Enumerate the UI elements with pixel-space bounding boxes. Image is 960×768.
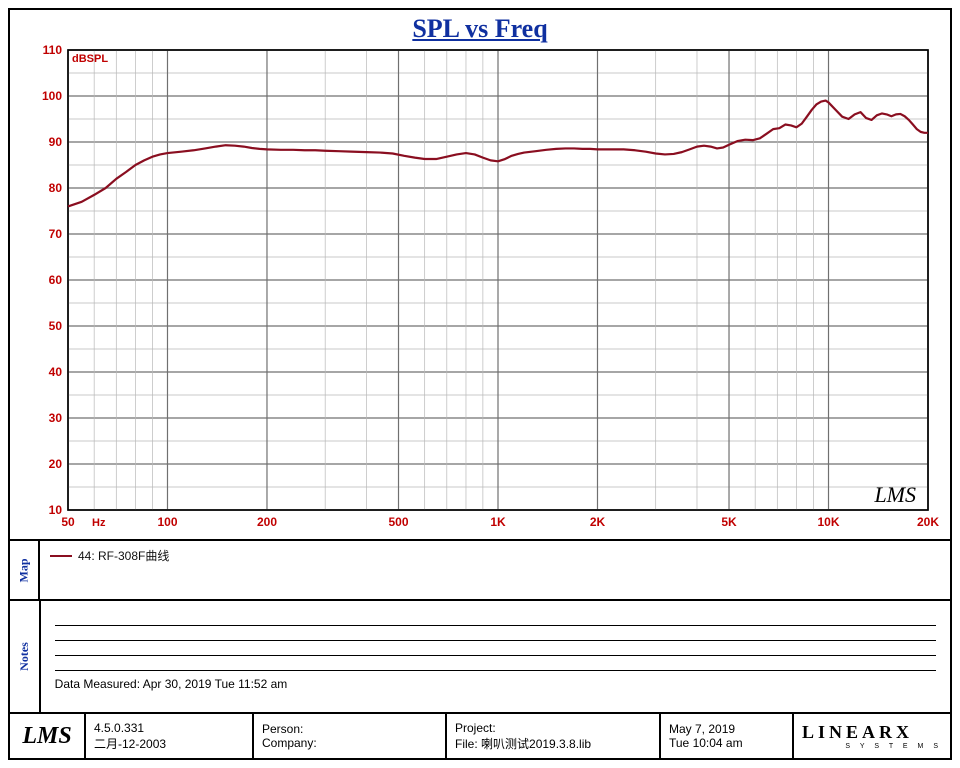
note-line — [55, 611, 936, 626]
notes-tab: Notes — [10, 601, 41, 712]
svg-text:100: 100 — [157, 515, 177, 529]
svg-text:2K: 2K — [590, 515, 606, 529]
svg-text:100: 100 — [42, 89, 62, 103]
notes-body: Data Measured: Apr 30, 2019 Tue 11:52 am — [41, 601, 950, 712]
svg-text:30: 30 — [49, 411, 63, 425]
footer: LMS 4.5.0.331 二月-12-2003 Person: Company… — [10, 712, 950, 758]
svg-text:40: 40 — [49, 365, 63, 379]
measured-label: Data Measured: — [55, 677, 140, 691]
svg-text:50: 50 — [49, 319, 63, 333]
svg-text:80: 80 — [49, 181, 63, 195]
svg-text:5K: 5K — [721, 515, 737, 529]
legend: 44: RF-308F曲线 — [40, 541, 950, 599]
map-tab-label: Map — [17, 558, 32, 582]
svg-text:20K: 20K — [917, 515, 939, 529]
project-label: Project: — [455, 721, 496, 735]
chart-canvas: 10 20 30 40 50 60 70 80 90 100 110 dBSPL 50 100 200 500… — [18, 44, 942, 534]
svg-text:20: 20 — [49, 457, 63, 471]
file-label: File: — [455, 737, 478, 751]
legend-label: 44: RF-308F曲线 — [78, 547, 169, 564]
note-line — [55, 656, 936, 671]
legend-swatch — [50, 555, 72, 557]
linearx-logo: LINEARX — [802, 722, 942, 743]
notes-section: Notes Data Measured: Apr 30, 2019 Tue 11… — [10, 599, 950, 712]
footer-date: May 7, 2019 — [669, 722, 784, 736]
notes-tab-label: Notes — [17, 642, 32, 671]
svg-text:Hz: Hz — [92, 517, 106, 529]
file-value: 喇叭测试2019.3.8.lib — [481, 737, 591, 751]
svg-text:LMS: LMS — [873, 482, 916, 507]
person-label: Person: — [262, 722, 303, 736]
svg-text:10: 10 — [49, 503, 63, 517]
footer-time: Tue 10:04 am — [669, 736, 784, 750]
svg-text:50: 50 — [61, 515, 75, 529]
svg-text:200: 200 — [257, 515, 277, 529]
spl-chart: 10 20 30 40 50 60 70 80 90 100 110 dBSPL 50 100 200 500… — [10, 44, 950, 539]
map-tab: Map — [10, 541, 40, 599]
svg-text:1K: 1K — [490, 515, 506, 529]
lms-logo: LMS — [22, 723, 71, 750]
svg-text:60: 60 — [49, 273, 63, 287]
note-line — [55, 626, 936, 641]
chart-title: SPL vs Freq — [10, 10, 950, 44]
data-measured: Data Measured: Apr 30, 2019 Tue 11:52 am — [55, 677, 936, 691]
version: 4.5.0.331 — [94, 721, 244, 735]
svg-text:70: 70 — [49, 227, 63, 241]
note-line — [55, 641, 936, 656]
svg-text:dBSPL: dBSPL — [72, 53, 108, 65]
legend-item: 44: RF-308F曲线 — [50, 547, 940, 564]
build-date: 二月-12-2003 — [94, 735, 244, 752]
map-section: Map 44: RF-308F曲线 — [10, 539, 950, 599]
linearx-sub: S Y S T E M S — [802, 743, 942, 750]
svg-text:10K: 10K — [817, 515, 839, 529]
svg-text:110: 110 — [43, 44, 63, 57]
svg-text:90: 90 — [49, 135, 63, 149]
company-label: Company: — [262, 736, 317, 750]
svg-text:500: 500 — [388, 515, 408, 529]
measured-value: Apr 30, 2019 Tue 11:52 am — [143, 677, 288, 691]
